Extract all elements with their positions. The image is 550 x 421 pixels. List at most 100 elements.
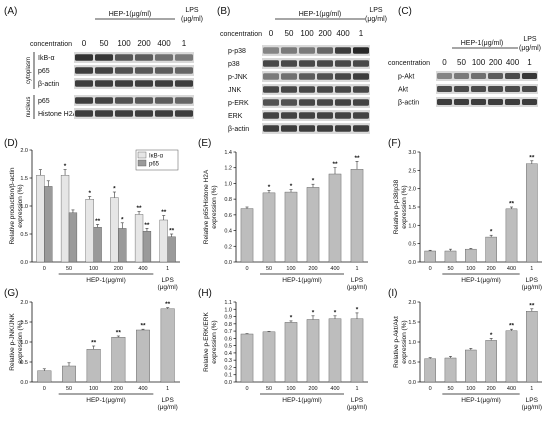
bar-I-0-0	[424, 358, 436, 383]
y-label-F-0: Relative p-p38/p38	[393, 179, 400, 234]
x-tick-label-H-5: 1	[355, 386, 358, 392]
x-label-lps-unit-F: (μg/ml)	[522, 284, 542, 291]
sig-D-0-1: *	[64, 163, 67, 170]
blot-band-A-1-5	[175, 67, 193, 74]
blot-conc-B-4: 400	[336, 29, 350, 38]
blot-conc-C-0: 0	[442, 58, 447, 67]
bar-D-1-0	[44, 186, 53, 263]
blot-row-label-A-3: p65	[38, 98, 50, 105]
blot-panel-B: (B) HEP-1(μg/ml) LPS (μg/ml) concentration 0 5…	[217, 6, 387, 134]
y-label-I-1: expression (%)	[401, 320, 408, 363]
bar-G-0-4	[136, 329, 150, 383]
blot-lps-label-B: LPS	[369, 7, 383, 14]
blot-band-A-4-3	[135, 110, 153, 117]
y-tick-label-H-3: 0.3	[224, 358, 232, 364]
bar-D-0-2	[85, 199, 94, 263]
bar-D-1-5	[167, 236, 176, 263]
bar-E-0-1	[262, 192, 276, 263]
blot-conc-A-0: 0	[82, 39, 87, 48]
blot-strip-A-2	[74, 78, 194, 89]
panel-label-F: (F)	[388, 138, 401, 149]
y-tick-label-E-0: 0.0	[224, 260, 232, 266]
bar-H-0-2	[284, 322, 298, 383]
blot-band-B-6-4	[335, 125, 351, 132]
x-tick-label-I-3: 200	[487, 386, 496, 392]
blot-row-label-B-1: p38	[228, 61, 240, 68]
y-tick-label-D-1: 0.5	[20, 232, 28, 238]
x-tick-label-G-3: 200	[114, 386, 123, 392]
bar-F-0-0	[424, 250, 436, 263]
y-tick-label-D-2: 1.0	[20, 204, 28, 210]
y-tick-label-F-1: 0.5	[408, 242, 416, 248]
blot-band-C-0-3	[488, 73, 503, 79]
panel-label-H: (H)	[198, 288, 212, 299]
blot-band-A-3-0	[75, 97, 93, 104]
panel-label-G: (G)	[4, 288, 18, 299]
y-tick-label-F-4: 2.0	[408, 187, 416, 193]
blot-band-A-1-3	[135, 67, 153, 74]
bar-H-0-5	[350, 318, 364, 383]
y-label-E-1: expression (%)	[211, 185, 218, 228]
blot-conc-B-2: 100	[300, 29, 314, 38]
blot-band-C-2-4	[505, 99, 520, 105]
panel-label-C: (C)	[398, 6, 412, 17]
blot-band-B-5-1	[281, 112, 297, 119]
bar-D-0-1	[60, 174, 70, 263]
blot-band-B-2-0	[263, 73, 279, 80]
blot-band-A-3-3	[135, 97, 153, 104]
x-tick-label-D-0: 0	[43, 266, 46, 272]
x-tick-label-I-2: 100	[466, 386, 475, 392]
sig-D-0-2: *	[88, 190, 91, 197]
x-label-hep-E: HEP-1(μg/ml)	[282, 277, 322, 284]
blot-panel-A: (A) HEP-1(μg/ml) LPS (μg/ml) concentration 0 5…	[4, 6, 203, 119]
x-tick-label-E-3: 200	[308, 266, 317, 272]
blot-conc-C-3: 200	[489, 58, 503, 67]
x-tick-label-F-5: 1	[530, 266, 533, 272]
blot-conc-C-2: 100	[472, 58, 486, 67]
blot-band-B-1-2	[299, 60, 315, 67]
x-tick-label-F-1: 50	[447, 266, 453, 272]
blot-band-B-6-5	[353, 125, 369, 132]
y-tick-label-D-0: 0.0	[20, 260, 28, 266]
y-tick-label-E-1: 0.2	[224, 244, 232, 250]
y-tick-label-E-3: 0.6	[224, 213, 232, 219]
blot-row-label-B-3: JNK	[228, 87, 242, 94]
bar-F-0-4	[505, 208, 518, 263]
blot-band-B-3-4	[335, 86, 351, 93]
blot-band-B-3-1	[281, 86, 297, 93]
blot-band-B-1-4	[335, 60, 351, 67]
x-tick-label-H-3: 200	[308, 386, 317, 392]
y-label-D-1: expression (%)	[17, 184, 24, 227]
x-tick-label-G-4: 400	[138, 386, 147, 392]
x-tick-label-H-4: 400	[330, 386, 339, 392]
x-tick-label-G-0: 0	[43, 386, 46, 392]
blot-band-A-0-4	[155, 54, 173, 61]
x-tick-label-F-2: 100	[466, 266, 475, 272]
y-tick-label-F-3: 1.5	[408, 205, 416, 211]
blot-conc-label-B: concentration	[220, 31, 262, 38]
bar-G-0-1	[62, 365, 76, 383]
y-tick-label-G-0: 0.0	[20, 380, 28, 386]
y-tick-label-E-2: 0.4	[224, 229, 232, 235]
bar-D-0-3	[110, 197, 119, 263]
blot-band-C-1-4	[505, 86, 520, 92]
blot-conc-C-5: 1	[527, 58, 532, 67]
blot-band-A-3-4	[155, 97, 173, 104]
blot-hep-header-C: HEP-1(μg/ml)	[461, 40, 504, 47]
x-tick-label-E-2: 100	[286, 266, 295, 272]
blot-conc-A-2: 100	[117, 39, 131, 48]
panel-label-A: (A)	[4, 6, 17, 17]
sig-I-0-4: **	[509, 323, 515, 330]
bar-E-0-0	[240, 208, 254, 263]
blot-band-B-1-1	[281, 60, 297, 67]
blot-band-A-1-1	[95, 67, 113, 74]
blot-band-B-5-5	[353, 112, 369, 119]
blot-conc-C-1: 50	[457, 58, 466, 67]
x-label-hep-H: HEP-1(μg/ml)	[282, 397, 322, 404]
bar-D-0-5	[159, 219, 168, 263]
y-tick-label-G-2: 1.0	[20, 340, 28, 346]
sig-F-0-5: **	[529, 154, 535, 161]
x-label-hep-D: HEP-1(μg/ml)	[86, 277, 126, 284]
sig-E-0-1: *	[268, 184, 271, 191]
